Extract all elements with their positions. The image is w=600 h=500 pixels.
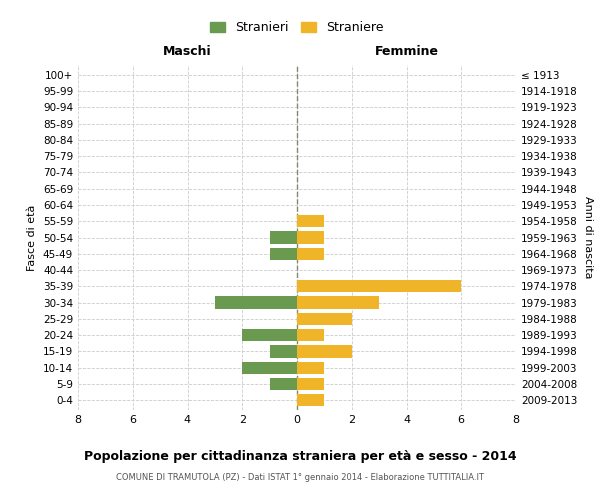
Bar <box>297 248 325 260</box>
Bar <box>269 248 297 260</box>
Legend: Stranieri, Straniere: Stranieri, Straniere <box>205 16 389 39</box>
Bar <box>297 329 325 341</box>
Bar <box>297 346 352 358</box>
Bar <box>297 362 325 374</box>
Text: Popolazione per cittadinanza straniera per età e sesso - 2014: Popolazione per cittadinanza straniera p… <box>83 450 517 463</box>
Bar <box>297 378 325 390</box>
Bar <box>242 362 297 374</box>
Bar <box>269 378 297 390</box>
Y-axis label: Anni di nascita: Anni di nascita <box>583 196 593 279</box>
Bar <box>297 394 325 406</box>
Bar <box>297 215 325 228</box>
Bar <box>215 296 297 308</box>
Bar <box>269 346 297 358</box>
Bar <box>242 329 297 341</box>
Text: COMUNE DI TRAMUTOLA (PZ) - Dati ISTAT 1° gennaio 2014 - Elaborazione TUTTITALIA.: COMUNE DI TRAMUTOLA (PZ) - Dati ISTAT 1°… <box>116 472 484 482</box>
Bar <box>297 280 461 292</box>
Bar <box>297 296 379 308</box>
Y-axis label: Fasce di età: Fasce di età <box>28 204 37 270</box>
Bar <box>297 232 325 243</box>
Bar <box>297 313 352 325</box>
Text: Maschi: Maschi <box>163 45 212 58</box>
Text: Femmine: Femmine <box>374 45 439 58</box>
Bar <box>269 232 297 243</box>
